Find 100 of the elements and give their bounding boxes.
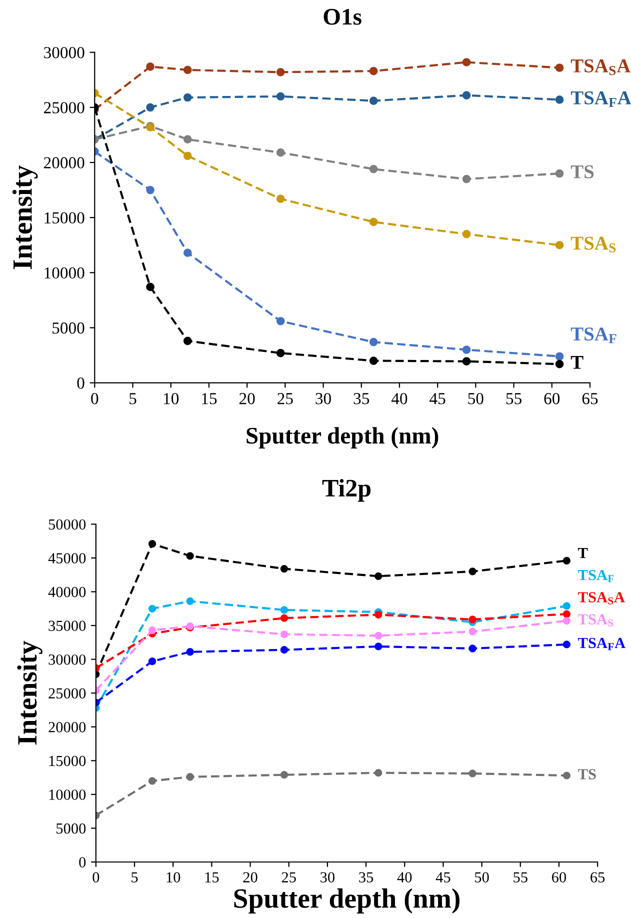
point bbox=[555, 352, 564, 361]
x-tick-label: 30 bbox=[320, 872, 334, 882]
point bbox=[280, 614, 288, 622]
point bbox=[555, 169, 564, 178]
x-tick-label: 35 bbox=[354, 393, 370, 404]
x-tick-label: 0 bbox=[91, 393, 98, 404]
series-label: TS bbox=[578, 769, 596, 780]
y-tick-label: 50000 bbox=[48, 519, 86, 530]
point bbox=[186, 648, 194, 656]
x-tick-label: 45 bbox=[430, 393, 446, 404]
point bbox=[280, 564, 288, 573]
series-label: TSA$_{S}$ bbox=[578, 614, 614, 627]
series-label: T bbox=[578, 548, 588, 558]
x-tick-label: 15 bbox=[202, 393, 217, 404]
y-tick-label: 25000 bbox=[48, 688, 86, 699]
x-tick-label: 35 bbox=[359, 872, 374, 882]
y-tick-label: 10000 bbox=[49, 790, 86, 800]
point bbox=[183, 152, 192, 160]
x-tick-label: 60 bbox=[544, 393, 560, 404]
point bbox=[462, 230, 471, 238]
point bbox=[555, 360, 564, 368]
y-tick-label: 40000 bbox=[48, 586, 86, 598]
series-label: TSA$_{F}$A bbox=[578, 638, 626, 650]
x-tick-label: 60 bbox=[552, 872, 566, 882]
x-tick-label: 50 bbox=[468, 393, 484, 404]
point bbox=[186, 597, 194, 606]
y-tick-label: 15000 bbox=[44, 212, 84, 224]
chart-title: Ti2p bbox=[322, 479, 371, 502]
x-tick-label: 0 bbox=[92, 872, 100, 882]
point bbox=[276, 68, 285, 76]
point bbox=[276, 348, 285, 358]
y-tick-label: 35000 bbox=[48, 620, 86, 631]
x-tick-label: 25 bbox=[278, 393, 293, 404]
series-label: TS bbox=[570, 165, 594, 178]
point bbox=[186, 773, 194, 781]
point bbox=[146, 282, 154, 292]
y-tick-label: 5000 bbox=[56, 823, 86, 834]
point bbox=[468, 770, 476, 778]
point bbox=[369, 338, 378, 346]
x-tick-label: 40 bbox=[391, 393, 408, 404]
point bbox=[148, 604, 156, 612]
series-label: TSA$_{F}$ bbox=[570, 328, 616, 344]
point bbox=[280, 646, 288, 654]
x-tick-label: 30 bbox=[316, 393, 331, 404]
point bbox=[374, 642, 382, 650]
point bbox=[276, 92, 285, 101]
point bbox=[462, 174, 471, 184]
point bbox=[562, 640, 571, 648]
y-axis-title: Intensity bbox=[12, 165, 38, 270]
x-axis-title: Sputter depth (nm) bbox=[246, 427, 438, 448]
point bbox=[562, 610, 571, 618]
chart-title: O1s bbox=[324, 8, 362, 25]
x-tick-label: 10 bbox=[164, 393, 179, 404]
point bbox=[146, 186, 154, 194]
x-tick-label: 5 bbox=[130, 393, 136, 404]
x-tick-label: 15 bbox=[205, 872, 219, 882]
point bbox=[374, 768, 382, 777]
series-label: TSA$_{S}$A bbox=[578, 592, 625, 604]
point bbox=[146, 103, 154, 112]
point bbox=[374, 610, 382, 619]
point bbox=[374, 572, 382, 580]
x-tick-label: 65 bbox=[582, 393, 598, 404]
point bbox=[148, 777, 156, 785]
y-tick-label: 15000 bbox=[49, 756, 86, 766]
x-tick-label: 5 bbox=[132, 872, 138, 882]
point bbox=[148, 658, 156, 666]
x-tick-label: 20 bbox=[239, 393, 255, 404]
point bbox=[276, 194, 285, 204]
point bbox=[468, 616, 476, 624]
series-label: TSA$_{S}$ bbox=[570, 236, 616, 252]
point bbox=[468, 568, 476, 576]
point bbox=[146, 62, 154, 71]
point bbox=[148, 540, 156, 548]
point bbox=[462, 357, 471, 366]
x-tick-label: 50 bbox=[475, 872, 489, 882]
point bbox=[462, 346, 471, 354]
point bbox=[148, 626, 156, 634]
x-tick-label: 65 bbox=[590, 872, 605, 882]
point bbox=[280, 606, 288, 614]
point bbox=[562, 556, 571, 564]
y-tick-label: 45000 bbox=[48, 553, 86, 564]
point bbox=[280, 630, 288, 638]
point bbox=[369, 218, 378, 226]
x-tick-label: 55 bbox=[506, 393, 522, 404]
series-label: TSA$_{S}$A bbox=[570, 59, 631, 76]
point bbox=[555, 240, 564, 250]
point bbox=[374, 632, 382, 640]
y-tick-label: 0 bbox=[79, 857, 86, 868]
point bbox=[468, 644, 476, 652]
point bbox=[183, 135, 192, 144]
x-axis-title: Sputter depth (nm) bbox=[234, 888, 460, 914]
point bbox=[555, 96, 564, 104]
y-tick-label: 30000 bbox=[44, 47, 84, 58]
point bbox=[183, 248, 192, 257]
point bbox=[276, 148, 285, 157]
series-label: T bbox=[570, 356, 584, 369]
point bbox=[562, 616, 571, 625]
x-tick-label: 10 bbox=[166, 872, 180, 882]
point bbox=[562, 772, 571, 780]
point bbox=[280, 771, 288, 779]
